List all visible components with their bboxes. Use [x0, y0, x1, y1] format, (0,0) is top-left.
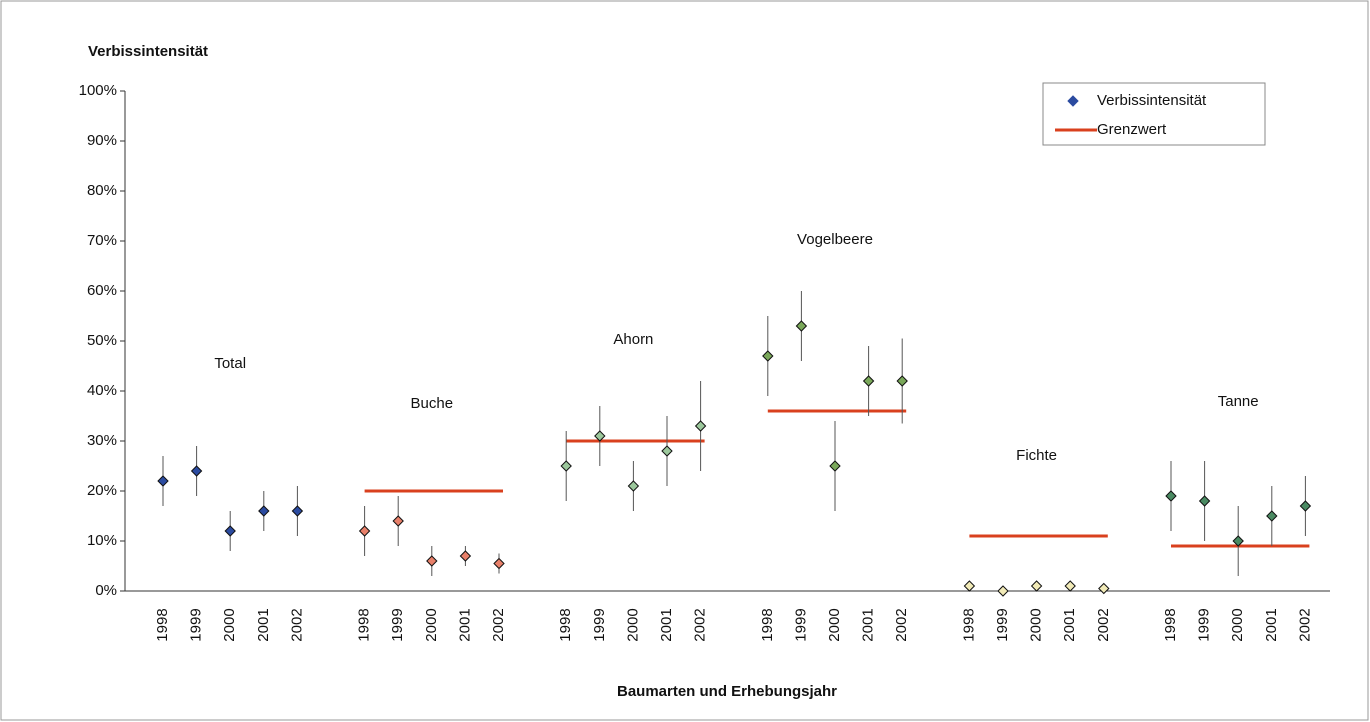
- data-point: [1232, 535, 1244, 547]
- x-tick-label: 2001: [1263, 608, 1280, 641]
- x-tick-label: 2002: [692, 608, 709, 641]
- x-tick-label: 2001: [658, 608, 675, 641]
- data-point: [392, 515, 404, 527]
- data-point: [358, 525, 371, 537]
- data-point: [896, 375, 908, 387]
- y-tick-label: 30%: [87, 432, 117, 449]
- group-label: Ahorn: [613, 331, 653, 348]
- data-point: [560, 460, 572, 472]
- data-point: [426, 555, 438, 567]
- y-axis-label: Verbissintensität: [88, 43, 208, 60]
- data-point: [795, 320, 808, 332]
- group-label: Tanne: [1218, 393, 1259, 410]
- x-tick-label: 2001: [860, 608, 877, 641]
- x-tick-label: 2000: [221, 608, 238, 641]
- x-tick-label: 2002: [288, 608, 305, 641]
- x-tick-label: 2002: [1095, 608, 1112, 641]
- data-point: [1064, 580, 1076, 592]
- x-tick-label: 2000: [826, 608, 843, 641]
- data-point: [1030, 580, 1043, 592]
- x-tick-label: 2000: [624, 608, 641, 641]
- data-point: [190, 465, 203, 477]
- group-label: Fichte: [1016, 447, 1057, 464]
- x-tick-label: 2001: [1061, 608, 1078, 641]
- data-point: [862, 375, 875, 387]
- y-tick-label: 90%: [87, 132, 117, 149]
- data-point: [493, 557, 505, 570]
- x-tick-label: 1998: [154, 608, 171, 641]
- x-tick-label: 1998: [1162, 608, 1179, 641]
- y-tick-label: 0%: [95, 582, 117, 599]
- x-tick-label: 2000: [1229, 608, 1246, 641]
- x-axis-label: Baumarten und Erhebungsjahr: [617, 683, 837, 700]
- data-point: [762, 350, 774, 362]
- y-tick-label: 50%: [87, 332, 117, 349]
- x-tick-label: 1999: [1196, 608, 1213, 641]
- data-point: [627, 480, 640, 492]
- y-tick-label: 20%: [87, 482, 117, 499]
- x-tick-label: 1999: [994, 608, 1011, 641]
- y-tick-label: 80%: [87, 182, 117, 199]
- data-point: [661, 445, 673, 457]
- legend-label: Grenzwert: [1097, 121, 1167, 138]
- y-tick-label: 40%: [87, 382, 117, 399]
- data-point: [291, 505, 304, 517]
- legend-marker: [1067, 95, 1079, 107]
- legend-label: Verbissintensität: [1097, 92, 1207, 109]
- data-point: [997, 585, 1009, 597]
- x-tick-label: 1998: [557, 608, 574, 641]
- x-tick-label: 2000: [1028, 608, 1045, 641]
- data-point: [1165, 490, 1177, 502]
- x-tick-label: 2001: [456, 608, 473, 641]
- data-point: [258, 505, 270, 517]
- data-point: [157, 475, 169, 487]
- legend-box: [1042, 82, 1266, 146]
- y-tick-label: 10%: [87, 532, 117, 549]
- x-tick-label: 1999: [389, 608, 406, 641]
- data-point: [694, 420, 707, 432]
- y-tick-label: 60%: [87, 282, 117, 299]
- data-point: [224, 525, 236, 537]
- x-tick-label: 1998: [960, 608, 977, 641]
- x-tick-label: 1998: [356, 608, 373, 641]
- x-tick-label: 1999: [591, 608, 608, 641]
- data-point: [1299, 500, 1312, 512]
- data-point: [963, 580, 976, 592]
- data-point: [829, 460, 841, 472]
- x-tick-label: 2002: [1296, 608, 1313, 641]
- data-point: [459, 550, 472, 562]
- group-label: Buche: [411, 395, 454, 412]
- x-tick-label: 2002: [490, 608, 507, 641]
- group-label: Total: [214, 355, 246, 372]
- data-point: [1198, 495, 1211, 507]
- x-tick-label: 2000: [423, 608, 440, 641]
- y-tick-label: 70%: [87, 232, 117, 249]
- group-label: Vogelbeere: [797, 231, 873, 248]
- x-tick-label: 1999: [792, 608, 809, 641]
- x-tick-label: 2002: [893, 608, 910, 641]
- y-tick-label: 100%: [79, 82, 117, 99]
- x-tick-label: 1998: [759, 608, 776, 641]
- x-tick-label: 2001: [255, 608, 272, 641]
- x-tick-label: 1999: [188, 608, 205, 641]
- data-point: [1266, 510, 1278, 522]
- data-point: [594, 430, 606, 442]
- data-point: [1098, 582, 1110, 595]
